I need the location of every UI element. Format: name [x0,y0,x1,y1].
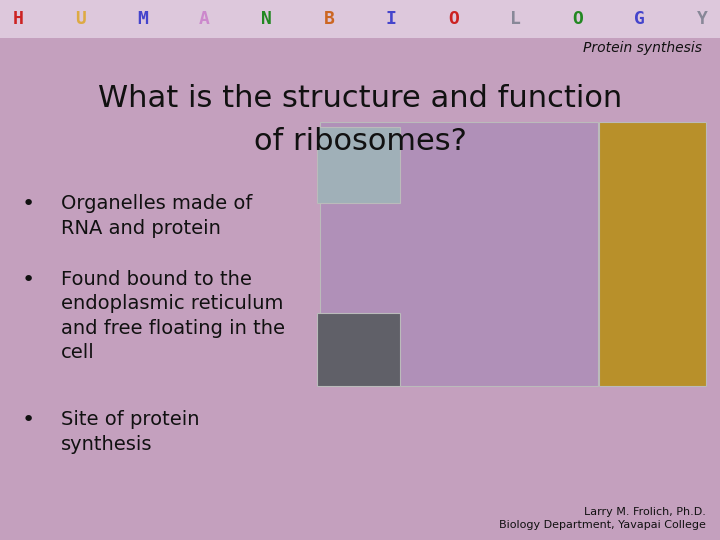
Bar [0,0,720,38]
Text: Found bound to the
endoplasmic reticulum
and free floating in the
cell: Found bound to the endoplasmic reticulum… [61,270,285,362]
Text: of ribosomes?: of ribosomes? [253,127,467,156]
Bar [317,313,400,386]
Text: O: O [448,10,459,28]
Text: B: B [323,10,334,28]
Bar [599,122,706,386]
Text: N: N [261,10,272,28]
Bar [317,127,400,202]
Text: M: M [137,10,148,28]
Text: Larry M. Frolich, Ph.D.
Biology Department, Yavapai College: Larry M. Frolich, Ph.D. Biology Departme… [499,507,706,530]
Text: H: H [12,10,24,28]
Text: •: • [22,270,35,290]
Text: What is the structure and function: What is the structure and function [98,84,622,113]
Text: G: G [634,10,645,28]
Text: Protein synthesis: Protein synthesis [583,40,702,55]
Text: Site of protein
synthesis: Site of protein synthesis [61,410,199,454]
Text: •: • [22,410,35,430]
Text: Y: Y [696,10,708,28]
Text: U: U [75,10,86,28]
Bar [320,122,598,386]
Text: O: O [572,10,583,28]
Text: I: I [386,10,397,28]
Text: L: L [510,10,521,28]
Text: Organelles made of
RNA and protein: Organelles made of RNA and protein [61,194,253,238]
Text: •: • [22,194,35,214]
Text: A: A [199,10,210,28]
